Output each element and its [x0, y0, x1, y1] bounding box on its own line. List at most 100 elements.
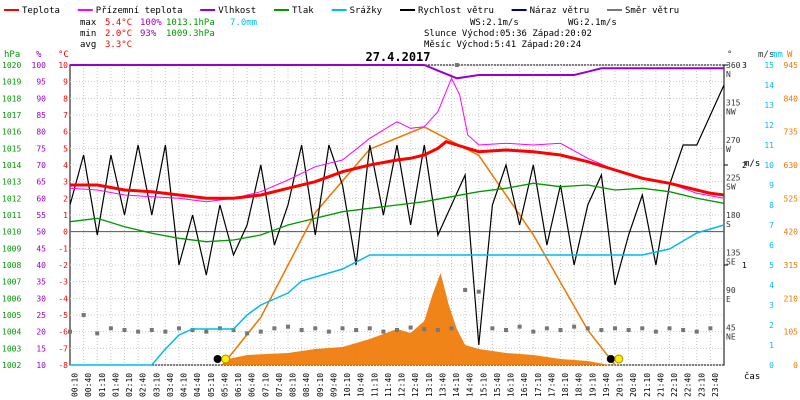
tick-label-hpa: 1007	[2, 278, 21, 287]
stat-min-hum: 93%	[140, 29, 157, 39]
tick-label-dir-name: E	[726, 295, 731, 304]
wind-direction-point	[313, 326, 318, 331]
wind-direction-point	[708, 326, 713, 331]
tick-label-c: 3	[63, 178, 68, 187]
wind-direction-point	[504, 328, 508, 332]
sunset-moon-icon	[606, 355, 615, 363]
series-rain-line	[70, 224, 725, 366]
wind-direction-point	[272, 326, 277, 331]
series-marks	[68, 63, 725, 366]
tick-label-hpa: 1002	[2, 361, 21, 370]
tick-label-time: 23:40	[711, 373, 720, 397]
tick-label-w: 945	[784, 61, 799, 70]
tick-label-mm: 2	[769, 321, 774, 330]
wind-direction-point	[613, 326, 617, 331]
tick-label-hpa: 1006	[2, 294, 21, 303]
tick-label-time: 00:40	[84, 373, 93, 397]
series-humidity-line	[70, 64, 724, 80]
tick-label-w: 840	[784, 94, 799, 103]
tick-label-time: 01:10	[98, 373, 107, 397]
tick-label-w: 630	[784, 161, 799, 170]
tick-label-time: 04:10	[180, 373, 189, 397]
tick-label-time: 11:40	[384, 373, 393, 397]
rain-rate-area	[222, 273, 610, 365]
tick-label-time: 17:40	[547, 373, 556, 397]
stats-block: max 5.4°C 100% 1013.1hPa 7.0mm min 2.0°C…	[80, 18, 257, 50]
tick-label-time: 06:40	[248, 373, 257, 397]
tick-label-time: 04:40	[193, 373, 202, 397]
series-temperature-line	[70, 140, 725, 200]
tick-label-mm: 0	[769, 361, 774, 370]
legend: Teplota Přízemní teplota Vlhkost Tlak Srážky…	[4, 6, 679, 16]
wind-direction-point	[599, 328, 604, 332]
tick-label-time: 06:10	[234, 373, 243, 397]
wind-direction-point	[286, 324, 290, 329]
tick-label-time: 16:10	[507, 373, 516, 397]
info-ws: WS:2.1m/s	[470, 18, 519, 28]
tick-label-hpa: 1004	[2, 328, 21, 337]
tick-label-mm: 7	[769, 221, 774, 230]
wind-direction-point	[326, 329, 331, 334]
wind-direction-point	[626, 328, 631, 332]
axis-titles: hPa % °C ° m/s mm W čas m/s	[4, 50, 793, 382]
tick-label-time: 08:40	[302, 373, 311, 397]
wind-direction-point	[694, 329, 699, 334]
tick-label-ms: 2	[742, 161, 747, 170]
wind-direction-point	[544, 326, 549, 331]
tick-label-c: 8	[63, 94, 68, 103]
tick-label-pct: 50	[36, 228, 46, 237]
wind-direction-point	[299, 328, 304, 332]
tick-label-dir: 180	[726, 211, 741, 220]
tick-label-c: -8	[58, 361, 68, 370]
tick-label-pct: 45	[36, 244, 46, 253]
legend-label: Směr větru	[625, 6, 679, 16]
wind-direction-point	[558, 328, 563, 332]
tick-label-time: 02:40	[139, 373, 148, 397]
tick-label-hpa: 1003	[2, 344, 21, 353]
wind-direction-point	[108, 326, 113, 331]
tick-label-mm: 14	[764, 81, 774, 90]
tick-label-time: 15:10	[479, 373, 488, 397]
tick-label-mm: 9	[769, 181, 774, 190]
axis-title-hpa: hPa	[4, 50, 20, 60]
tick-label-pct: 15	[36, 344, 46, 353]
wind-direction-point	[585, 326, 590, 331]
tick-label-c: -1	[58, 244, 68, 253]
tick-label-hpa: 1005	[2, 311, 21, 320]
tick-label-time: 11:10	[370, 373, 379, 397]
tick-label-time: 15:40	[493, 373, 502, 397]
series-ground-temp-line	[69, 77, 725, 203]
axis-title-c: °C	[58, 50, 69, 60]
tick-label-time: 03:40	[166, 373, 175, 397]
wind-direction-point	[395, 328, 399, 332]
tick-label-mm: 1	[769, 341, 774, 350]
tick-label-pct: 55	[36, 211, 46, 220]
wind-direction-point	[81, 313, 86, 317]
tick-label-pct: 65	[36, 178, 46, 187]
legend-label: Náraz větru	[530, 6, 590, 16]
tick-label-hpa: 1008	[2, 261, 21, 270]
wind-direction-point	[258, 329, 263, 334]
tick-label-ms: 3	[742, 61, 747, 70]
wind-direction-point	[136, 329, 141, 334]
tick-label-time: 08:10	[289, 373, 298, 397]
wind-direction-point	[490, 326, 495, 331]
tick-label-hpa: 1010	[2, 228, 21, 237]
tick-label-dir: 45	[726, 324, 736, 333]
stat-min-label: min	[80, 29, 96, 39]
wind-direction-point	[354, 328, 359, 332]
tick-label-c: 2	[63, 194, 68, 203]
tick-label-dir: 360	[726, 61, 741, 70]
wind-direction-point	[122, 328, 127, 332]
wind-direction-point	[204, 329, 209, 334]
series-wind-speed-line	[69, 84, 725, 346]
sunrise-sun-icon	[221, 354, 231, 364]
tick-label-time: 07:10	[261, 373, 270, 397]
tick-label-mm: 12	[764, 121, 774, 130]
wind-direction-point	[667, 326, 672, 331]
tick-label-dir: 90	[726, 286, 736, 295]
tick-label-time: 22:40	[684, 373, 693, 397]
tick-label-time: 01:40	[111, 373, 120, 397]
tick-label-mm: 11	[764, 141, 774, 150]
stat-avg-label: avg	[80, 40, 96, 50]
